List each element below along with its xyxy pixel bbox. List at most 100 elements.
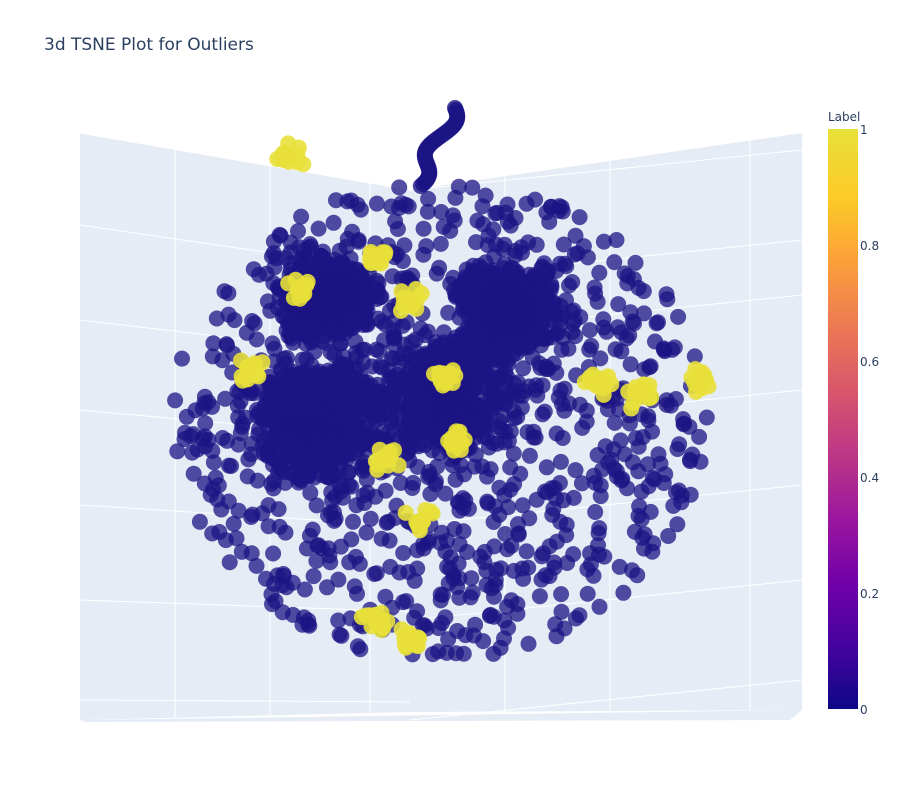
data-point-2854: [575, 238, 592, 255]
data-point-2800: [406, 572, 423, 589]
data-point-2125: [280, 411, 297, 428]
data-point-2447: [497, 372, 513, 388]
data-point-2796: [217, 390, 234, 407]
data-point-2873: [613, 324, 630, 341]
data-point-2520: [476, 403, 493, 420]
data-point-2787: [254, 438, 271, 454]
data-point-2958: [590, 525, 607, 542]
data-point-2768: [415, 220, 432, 237]
data-point-2569: [566, 312, 583, 329]
data-point-2970: [466, 458, 483, 475]
data-point-2100: [169, 443, 186, 460]
data-point-2827: [406, 384, 423, 401]
data-point-2593: [482, 461, 499, 478]
data-point-2761: [406, 609, 423, 626]
data-point-2484: [409, 560, 426, 577]
data-point-2220: [591, 264, 608, 281]
data-point-2902: [487, 577, 504, 593]
colorbar-tick-4: 0.8: [860, 239, 880, 253]
data-point-2406: [392, 475, 409, 491]
data-point-2419: [265, 245, 282, 262]
data-point-2882: [277, 474, 294, 491]
data-point-2772: [597, 438, 614, 455]
data-point-2270: [505, 445, 522, 462]
data-point-2516: [467, 446, 484, 463]
data-point-1544: [521, 283, 537, 300]
data-point-2820: [627, 254, 644, 271]
data-point-2886: [167, 392, 184, 409]
grid-right-h-6: [409, 679, 803, 721]
chart-title: 3d TSNE Plot for Outliers: [44, 35, 254, 55]
data-point-2758: [437, 485, 454, 502]
data-point-2890: [538, 204, 555, 221]
data-point-2971: [608, 463, 625, 480]
data-point-2391: [514, 497, 531, 514]
data-point-2681: [304, 296, 321, 313]
data-point-2410: [308, 497, 325, 514]
data-point-2835: [214, 352, 231, 369]
data-point-2747: [622, 356, 639, 373]
data-point-2777: [489, 204, 506, 221]
data-point-2634: [347, 548, 364, 565]
data-point-2471: [624, 562, 640, 579]
data-point-2677: [555, 492, 572, 509]
data-point-2863: [184, 444, 201, 461]
data-point-2414: [538, 262, 555, 279]
data-point-2529: [583, 337, 600, 354]
data-point-1034: [502, 384, 519, 400]
data-point-2566: [587, 504, 604, 520]
data-point-2215: [259, 293, 276, 310]
data-point-2698: [449, 623, 466, 639]
data-point-2551: [243, 446, 260, 463]
data-point-2767: [543, 276, 560, 293]
data-point-2875: [315, 417, 332, 434]
data-point-2941: [635, 283, 652, 300]
data-point-2871: [434, 524, 450, 541]
data-point-2604: [242, 385, 259, 402]
data-point-2299: [351, 427, 368, 444]
data-point-2828: [353, 297, 370, 314]
data-point-2851: [619, 268, 636, 284]
data-point-2744: [611, 401, 627, 418]
data-point-1002: [515, 360, 532, 377]
data-point-2152: [305, 568, 322, 585]
data-point-3159: [246, 355, 263, 372]
data-point-2341: [686, 348, 703, 365]
data-point-2482: [347, 279, 364, 296]
data-point-3060: [408, 513, 425, 530]
data-point-2494: [671, 436, 688, 453]
data-point-2952: [606, 414, 623, 431]
colorbar-tick-2: 0.4: [860, 471, 880, 485]
data-point-2713: [221, 554, 238, 571]
data-point-2676: [552, 310, 569, 327]
data-point-3212: [295, 156, 312, 173]
data-point-2245: [432, 235, 449, 252]
data-point-3098: [623, 400, 640, 417]
data-point-2949: [665, 497, 682, 514]
data-point-2717: [330, 571, 347, 588]
data-point-2203: [362, 510, 379, 527]
colorbar-title: Label: [828, 110, 861, 124]
data-point-2786: [301, 617, 318, 634]
data-point-2967: [682, 453, 699, 470]
colorbar-tick-3: 0.6: [860, 355, 880, 369]
data-point-2624: [284, 574, 301, 591]
data-point-2668: [267, 593, 284, 610]
data-point-2840: [292, 444, 309, 461]
data-point-2171: [410, 349, 427, 366]
data-point-2951: [591, 546, 607, 563]
data-point-2561: [309, 382, 325, 399]
data-point-2879: [482, 282, 499, 299]
data-point-2390: [214, 430, 231, 446]
data-point-2710: [420, 190, 437, 207]
grid-right-h-5: [409, 579, 803, 621]
data-point-2836: [572, 396, 588, 413]
data-point-2103: [232, 425, 249, 442]
data-point-2896: [656, 343, 673, 360]
data-point-2798: [436, 334, 452, 351]
data-point-2914: [359, 484, 376, 501]
data-point-2304: [497, 526, 514, 542]
data-point-2746: [325, 214, 342, 231]
data-point-2788: [531, 588, 548, 605]
